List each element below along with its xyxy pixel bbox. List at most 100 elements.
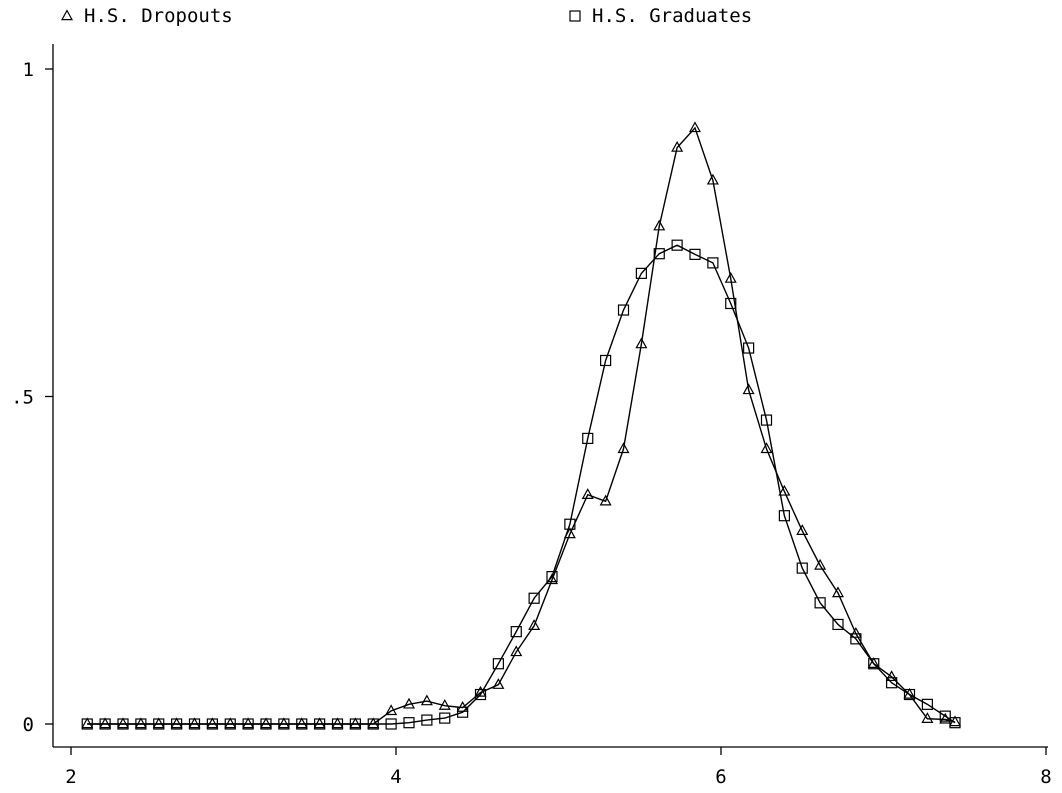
x-tick-label: 6 — [715, 766, 726, 788]
data-point-dropouts — [277, 717, 290, 729]
data-point-dropouts — [671, 140, 684, 152]
data-point-dropouts — [438, 699, 451, 710]
data-point-dropouts — [420, 694, 433, 706]
data-point-dropouts — [402, 697, 416, 709]
data-point-dropouts — [796, 524, 809, 535]
data-point-dropouts — [688, 121, 702, 133]
data-point-graduates — [153, 718, 165, 730]
data-point-graduates — [81, 718, 93, 730]
y-tick-label: .5 — [11, 387, 34, 409]
data-point-graduates — [278, 718, 290, 730]
data-point-graduates — [314, 718, 326, 730]
data-point-graduates — [635, 267, 647, 279]
data-point-dropouts — [116, 717, 130, 729]
data-point-graduates — [939, 710, 951, 722]
legend-label-dropouts: H.S. Dropouts — [84, 5, 233, 27]
data-point-dropouts — [635, 337, 648, 349]
plot-area — [81, 121, 962, 730]
x-tick-label: 8 — [1040, 766, 1051, 788]
data-point-dropouts — [224, 717, 237, 729]
data-point-dropouts — [653, 219, 666, 231]
data-point-dropouts — [778, 484, 791, 496]
legend-triangle-icon — [60, 9, 74, 21]
data-point-graduates — [457, 706, 469, 718]
data-point-dropouts — [99, 717, 112, 729]
data-point-dropouts — [385, 704, 398, 716]
data-point-dropouts — [581, 488, 594, 499]
data-point-dropouts — [492, 678, 505, 689]
data-point-dropouts — [885, 670, 898, 682]
data-point-graduates — [331, 718, 344, 730]
data-point-dropouts — [510, 645, 523, 657]
data-point-graduates — [832, 618, 844, 631]
data-point-dropouts — [134, 717, 147, 729]
data-point-graduates — [188, 718, 201, 730]
legend-square-icon — [569, 10, 581, 22]
data-point-graduates — [171, 718, 183, 730]
data-point-dropouts — [742, 383, 755, 395]
data-point-graduates — [385, 718, 397, 730]
data-point-graduates — [582, 432, 594, 445]
data-point-graduates — [117, 718, 129, 730]
data-point-dropouts — [814, 558, 827, 570]
data-point-dropouts — [349, 717, 362, 729]
data-point-graduates — [242, 718, 254, 730]
data-point-graduates — [135, 718, 147, 730]
legend: H.S. Dropouts H.S. Graduates — [60, 5, 752, 27]
data-point-graduates — [949, 717, 961, 729]
data-point-dropouts — [706, 173, 719, 185]
y-axis-ticks: 0.51 — [11, 59, 53, 736]
data-point-dropouts — [724, 271, 737, 283]
data-point-graduates — [260, 718, 272, 730]
data-point-graduates — [99, 718, 111, 730]
data-point-graduates — [492, 658, 504, 670]
data-point-graduates — [921, 698, 933, 710]
data-point-dropouts — [188, 717, 201, 729]
data-point-dropouts — [867, 657, 880, 668]
data-point-graduates — [796, 562, 808, 574]
x-tick-label: 4 — [390, 766, 401, 788]
data-point-graduates — [600, 354, 612, 367]
data-point-graduates — [403, 717, 415, 729]
data-point-graduates — [671, 239, 683, 251]
data-point-dropouts — [242, 717, 255, 729]
data-point-dropouts — [170, 717, 183, 729]
data-point-dropouts — [367, 717, 380, 729]
series-line-graduates — [87, 244, 956, 725]
data-point-dropouts — [81, 717, 94, 729]
data-point-graduates — [617, 304, 630, 316]
data-point-graduates — [903, 688, 916, 701]
data-point-dropouts — [331, 717, 344, 729]
data-point-graduates — [707, 257, 719, 269]
data-point-graduates — [760, 414, 773, 426]
data-point-graduates — [725, 297, 737, 310]
data-point-graduates — [886, 677, 898, 689]
data-point-graduates — [224, 718, 236, 730]
data-point-dropouts — [617, 442, 630, 454]
data-point-graduates — [743, 342, 755, 354]
data-point-dropouts — [295, 717, 308, 729]
data-point-graduates — [850, 633, 862, 645]
data-point-graduates — [206, 718, 218, 730]
data-point-dropouts — [849, 626, 862, 638]
x-tick-label: 2 — [65, 766, 76, 788]
data-point-graduates — [439, 712, 451, 724]
data-point-dropouts — [313, 717, 326, 729]
data-point-graduates — [528, 592, 540, 604]
data-point-graduates — [474, 688, 487, 701]
data-point-dropouts — [760, 442, 773, 454]
data-point-dropouts — [831, 586, 845, 598]
data-point-graduates — [296, 718, 308, 730]
y-tick-label: 0 — [23, 714, 34, 736]
legend-label-graduates: H.S. Graduates — [592, 5, 752, 27]
data-point-dropouts — [152, 717, 165, 729]
data-point-graduates — [421, 714, 433, 726]
data-point-graduates — [546, 571, 558, 583]
data-point-dropouts — [259, 717, 273, 729]
data-point-graduates — [689, 248, 701, 260]
data-point-graduates — [564, 518, 576, 530]
data-point-dropouts — [528, 619, 541, 630]
data-point-dropouts — [599, 494, 612, 506]
data-point-graduates — [814, 597, 826, 609]
